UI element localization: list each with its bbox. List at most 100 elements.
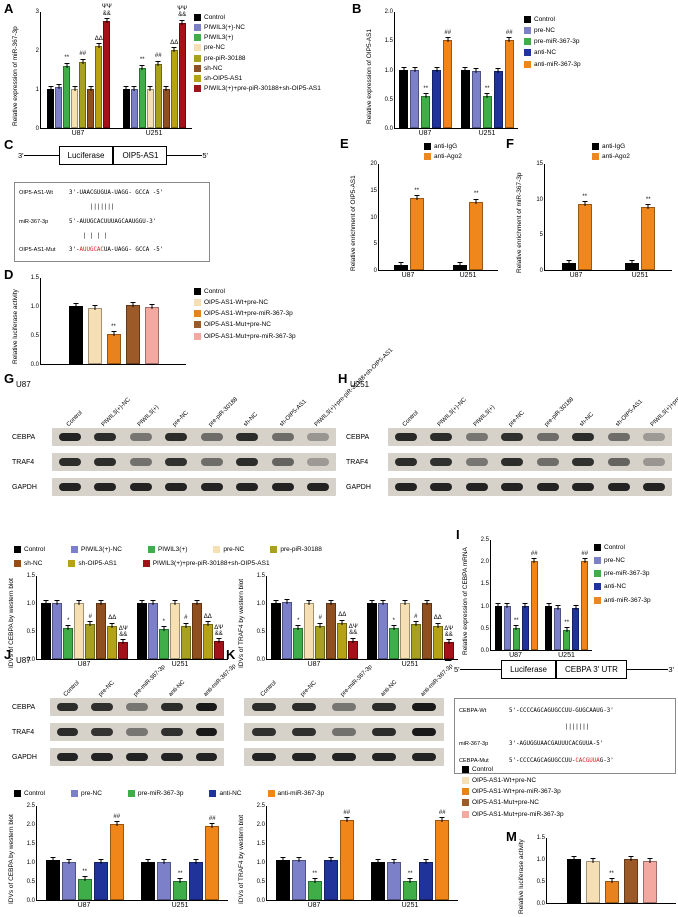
bar: ##: [79, 51, 87, 129]
bar: #: [410, 614, 421, 660]
lane-label: pre-NC: [508, 410, 526, 428]
bar-group: ** ## ΔΔ ΨΨ &&: [41, 4, 117, 129]
bar-group: * # ΔΔ ΔΨ &&: [363, 576, 459, 660]
legend-swatch: [462, 777, 469, 785]
protein-band: [371, 753, 397, 761]
protein-band: [129, 483, 152, 491]
legend-label: PIWIL3(+)+pre-piR-30188+sh-OIP5-AS1: [152, 560, 270, 567]
significance-marker: ΔΨ &&: [214, 624, 224, 637]
error-bar: [104, 17, 110, 23]
tick-label: 15: [370, 187, 377, 194]
lane-label: Control: [401, 410, 420, 428]
pairing-bars: |||||||: [509, 724, 590, 731]
error-bar: [88, 86, 94, 92]
sequence-row: CEBPA-Wt 5'-CCCCAGCAGUGCCUU-GUGCAAUG-3': [459, 708, 671, 714]
y-axis: 0.0 0.5 1.0 1.5 2.0: [381, 9, 394, 140]
plot-area: ** ## ΔΔ ΨΨ && ** ## ΔΔ ΨΨ &&: [40, 4, 193, 130]
error-bar: [391, 859, 397, 865]
bar: **: [563, 620, 571, 651]
error-bar: [513, 624, 519, 630]
error-bar: [402, 600, 408, 606]
y-axis: 0.0 0.5 1.0 1.5 2.0 2.5: [23, 803, 36, 912]
legend-panel-d: Control OIP5-AS1-Wt+pre-NC OIP5-AS1-Wt+pre…: [194, 288, 296, 340]
legend-swatch: [594, 570, 601, 578]
lane-label: pre-piR-30188: [543, 396, 575, 428]
protein-band: [643, 433, 666, 441]
sequence-row: miR-367-3p 3'-AGUGGUAACGAUUUCACGUUA-5': [459, 741, 671, 747]
legend-label: PIWIL3(+)-NC: [80, 546, 122, 553]
error-bar: [473, 198, 479, 204]
error-bar: [628, 856, 633, 862]
error-bar: [145, 859, 151, 865]
protein-band: [572, 458, 595, 466]
significance-marker: #: [318, 615, 322, 622]
y-axis-label: IDVs of CEBPA by western blot: [8, 814, 15, 904]
error-bar: [423, 92, 429, 98]
error-bar: [369, 600, 375, 606]
bar: ΔΨ &&: [348, 624, 359, 660]
legend-item: sh-NC: [14, 560, 42, 568]
error-bar: [328, 857, 334, 863]
bar: **: [604, 871, 619, 904]
legend-swatch: [194, 332, 201, 340]
protein-band: [195, 728, 218, 736]
bar: ##: [109, 814, 124, 901]
error-bar: [295, 625, 301, 631]
legend-swatch: [194, 85, 201, 93]
cell-line-label: U87: [16, 656, 31, 665]
legend-label: OIP5-AS1-Wt+pre-NC: [472, 777, 537, 785]
error-bar: [564, 627, 570, 633]
y-axis: 0 1 2 3: [27, 9, 40, 140]
bar: **: [469, 191, 484, 271]
bar-group: ** ##: [267, 806, 363, 901]
significance-marker: **: [423, 85, 429, 92]
protein-band: [331, 703, 357, 711]
mutated-bases: AUUGCAC: [79, 247, 104, 254]
protein-band: [271, 483, 294, 491]
legend-item: Control: [594, 544, 651, 552]
bar: **: [641, 197, 656, 271]
protein-label: TRAF4: [12, 728, 35, 736]
error-bar: [139, 600, 145, 606]
western-blot-u251-h: U251 Control PIWIL3(+)-NC PIWIL3(+) pre-NC pr…: [346, 347, 678, 503]
bar-group: ** ##: [491, 540, 542, 651]
legend-swatch: [14, 560, 21, 568]
error-bar: [193, 859, 199, 865]
blot-row: [236, 723, 444, 741]
tick-label: 2.0: [480, 559, 489, 566]
y-axis-label: Relative expression of CEBPA mRNA: [462, 547, 469, 655]
error-bar: [339, 619, 345, 625]
protein-band: [251, 728, 277, 736]
luciferase-box: Luciferase: [58, 146, 114, 165]
blot-strip: [52, 453, 336, 471]
error-bar: [123, 86, 129, 92]
plot-area: * # ΔΔ ΔΨ && * # ΔΔ ΔΨ &&: [36, 576, 228, 661]
bar: ##: [339, 810, 354, 901]
tick-label: 1.0: [26, 601, 35, 607]
y-axis: 0 5 10 15 20: [365, 161, 378, 282]
error-bar: [216, 638, 222, 644]
error-bar: [446, 639, 452, 645]
protein-band: [56, 728, 79, 736]
bar-group: ** ## ΔΔ ΨΨ &&: [117, 6, 193, 129]
protein-band: [165, 458, 188, 466]
tick-label: 1.0: [256, 601, 265, 607]
plot-area: ** ## ** ##: [490, 540, 592, 652]
blot-strip: [244, 748, 444, 766]
chart-idv-cebpa-jk: IDVs of CEBPA by western blot 0.0 0.5 1.0 1.…: [8, 803, 228, 912]
legend-swatch: [462, 766, 469, 774]
bar-group: **: [379, 164, 439, 271]
legend-swatch: [194, 299, 201, 307]
bar: ##: [530, 551, 538, 651]
legend-panel-gh-row1: Control PIWIL3(+)-NC PIWIL3(+) pre-NC pre-pi…: [14, 546, 322, 554]
legend-item: sh-OIP5-AS1: [68, 560, 117, 568]
legend-item: pre-NC: [213, 546, 244, 554]
significance-marker: **: [111, 323, 116, 330]
legend-label: anti-miR-367-3p: [277, 790, 325, 797]
legend-label: Control: [24, 546, 45, 553]
blot-row: CEBPA: [12, 428, 336, 446]
bar: [144, 304, 159, 365]
protein-band: [129, 433, 152, 441]
sequence-text: 3'-UAACGUGUA-UAGG- GCCA -5': [69, 190, 164, 197]
bar-group: ** ##: [363, 806, 459, 901]
